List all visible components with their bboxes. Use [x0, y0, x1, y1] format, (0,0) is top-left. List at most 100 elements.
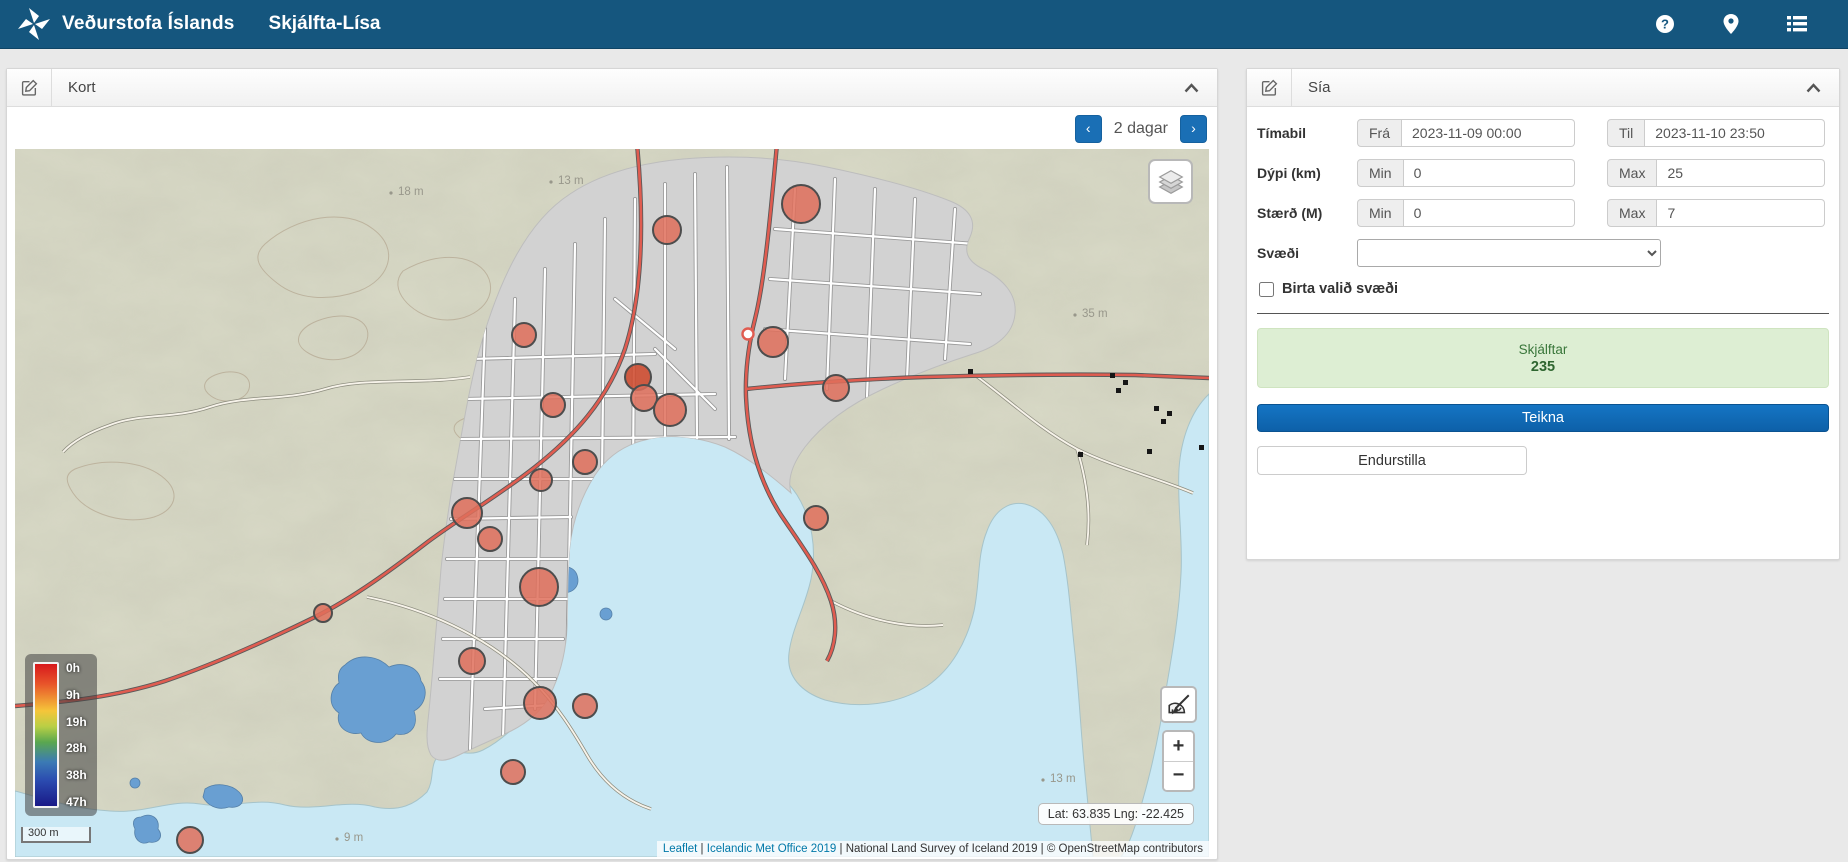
map-canvas[interactable]: 18 m 13 m 35 m 9 m 13 m [15, 149, 1209, 857]
basemap-svg: 18 m 13 m 35 m 9 m 13 m [15, 149, 1209, 857]
attribution-separator: | [697, 843, 707, 855]
earthquake-marker[interactable] [511, 322, 537, 348]
vedurstofa-logo-icon [18, 8, 50, 40]
layers-control[interactable] [1148, 159, 1193, 204]
pager-prev-button[interactable]: ‹ [1074, 115, 1102, 143]
show-area-row: Birta valið svæði [1257, 281, 1829, 297]
time-legend: 0h 9h 19h 28h 38h 47h [25, 654, 97, 816]
show-selected-area-label: Birta valið svæði [1282, 281, 1399, 297]
earthquake-marker[interactable] [500, 759, 526, 785]
filter-panel-header: Sía [1247, 69, 1839, 107]
depth-row: Dýpi (km) Min Max [1257, 159, 1829, 187]
show-selected-area-checkbox[interactable] [1259, 281, 1274, 297]
earthquake-marker[interactable] [572, 449, 598, 475]
earthquake-marker[interactable] [458, 647, 486, 675]
zoom-in-button[interactable]: + [1164, 732, 1193, 762]
depth-min-prefix: Min [1357, 159, 1404, 187]
depth-max-prefix: Max [1607, 159, 1658, 187]
legend-gradient-bar [33, 662, 59, 808]
roundabout [741, 327, 755, 341]
area-select[interactable] [1357, 239, 1661, 267]
earthquake-marker[interactable] [757, 326, 789, 358]
legend-label: 28h [66, 741, 87, 756]
area-label: Svæði [1257, 245, 1300, 261]
timabil-label: Tímabil [1257, 125, 1307, 141]
earthquake-marker[interactable] [652, 215, 682, 245]
time-pager: ‹ 2 dagar › [15, 109, 1209, 149]
depth-min-input[interactable] [1403, 159, 1575, 187]
magnitude-min-input[interactable] [1403, 199, 1575, 227]
met-office-link[interactable]: Icelandic Met Office 2019 [706, 843, 837, 855]
earthquake-marker[interactable] [519, 567, 559, 607]
depth-label: Dýpi (km) [1257, 165, 1321, 181]
leaflet-link[interactable]: Leaflet [662, 843, 698, 855]
earthquake-marker[interactable] [540, 392, 566, 418]
magnitude-max-prefix: Max [1607, 199, 1658, 227]
pager-label: 2 dagar [1113, 120, 1168, 137]
earthquake-marker[interactable] [529, 468, 553, 492]
app-title: Skjálfta-Lísa [268, 13, 381, 34]
cursor-coordinates: Lat: 63.835 Lng: -22.425 [1037, 803, 1194, 825]
from-datetime-input[interactable] [1402, 119, 1575, 147]
earthquake-marker[interactable] [653, 393, 687, 427]
magnitude-max-input[interactable] [1657, 199, 1825, 227]
list-icon[interactable] [1786, 13, 1808, 35]
earthquake-marker[interactable] [803, 505, 829, 531]
earthquake-marker[interactable] [630, 384, 658, 412]
earthquake-marker[interactable] [822, 374, 850, 402]
legend-label: 38h [66, 768, 87, 783]
depth-max-input[interactable] [1657, 159, 1825, 187]
elevation-label: 35 m [1082, 308, 1108, 320]
measure-control[interactable] [1160, 686, 1197, 723]
earthquake-marker[interactable] [313, 603, 333, 623]
edit-icon[interactable] [1247, 69, 1292, 106]
area-row: Svæði [1257, 239, 1829, 267]
legend-label: 0h [66, 661, 81, 675]
map-collapse-chevron-up-icon[interactable] [1184, 82, 1199, 93]
earthquake-markers[interactable] [176, 184, 850, 854]
help-icon[interactable]: ? [1654, 13, 1676, 35]
magnitude-min-prefix: Min [1357, 199, 1404, 227]
brand-title: Veðurstofa Íslands [62, 13, 235, 34]
elevation-label: 13 m [1050, 773, 1076, 785]
draw-button[interactable]: Teikna [1257, 404, 1829, 432]
zoom-out-button[interactable]: − [1164, 761, 1193, 790]
map-scale-bar: 300 m [21, 827, 91, 843]
to-datetime-input[interactable] [1645, 119, 1825, 147]
attribution-text: | National Land Survey of Iceland 2019 |… [836, 843, 1204, 855]
legend-label: 47h [66, 794, 87, 809]
magnitude-label: Stærð (M) [1257, 205, 1323, 221]
quake-count-label: Skjálftar [1518, 341, 1568, 357]
quake-count-value: 235 [1530, 358, 1556, 375]
map-panel-title: Kort [68, 79, 96, 96]
earthquake-marker[interactable] [176, 826, 204, 854]
earthquake-marker[interactable] [477, 526, 503, 552]
from-prefix: Frá [1357, 119, 1402, 147]
legend-label: 9h [66, 687, 81, 702]
pager-next-button[interactable]: › [1180, 115, 1207, 143]
elevation-label: 13 m [558, 175, 584, 187]
elevation-label: 18 m [398, 186, 424, 198]
elevation-label: 9 m [344, 832, 363, 844]
earthquake-marker[interactable] [451, 497, 483, 529]
top-navbar: Veðurstofa Íslands Skjálfta-Lísa ? [0, 0, 1848, 49]
svg-text:?: ? [1661, 17, 1669, 32]
earthquake-marker[interactable] [572, 693, 598, 719]
reset-button[interactable]: Endurstilla [1257, 446, 1527, 475]
legend-label: 19h [66, 714, 87, 729]
quake-count-box: Skjálftar 235 [1257, 328, 1829, 388]
zoom-control: + − [1162, 730, 1195, 792]
timabil-row: Tímabil Frá Til [1257, 119, 1829, 147]
filter-panel: Sía Tímabil Frá Til Dýpi (km) Min Max [1246, 68, 1840, 560]
edit-icon[interactable] [7, 69, 52, 106]
earthquake-marker[interactable] [781, 184, 821, 224]
map-panel: Kort ‹ 2 dagar › [6, 68, 1218, 860]
filter-collapse-chevron-up-icon[interactable] [1806, 82, 1821, 93]
map-panel-header: Kort [7, 69, 1217, 107]
filter-panel-title: Sía [1308, 79, 1331, 96]
magnitude-row: Stærð (M) Min Max [1257, 199, 1829, 227]
earthquake-marker[interactable] [523, 686, 557, 720]
location-pin-icon[interactable] [1720, 13, 1742, 35]
to-prefix: Til [1607, 119, 1646, 147]
map-attribution: Leaflet | Icelandic Met Office 2019 | Na… [656, 841, 1209, 857]
